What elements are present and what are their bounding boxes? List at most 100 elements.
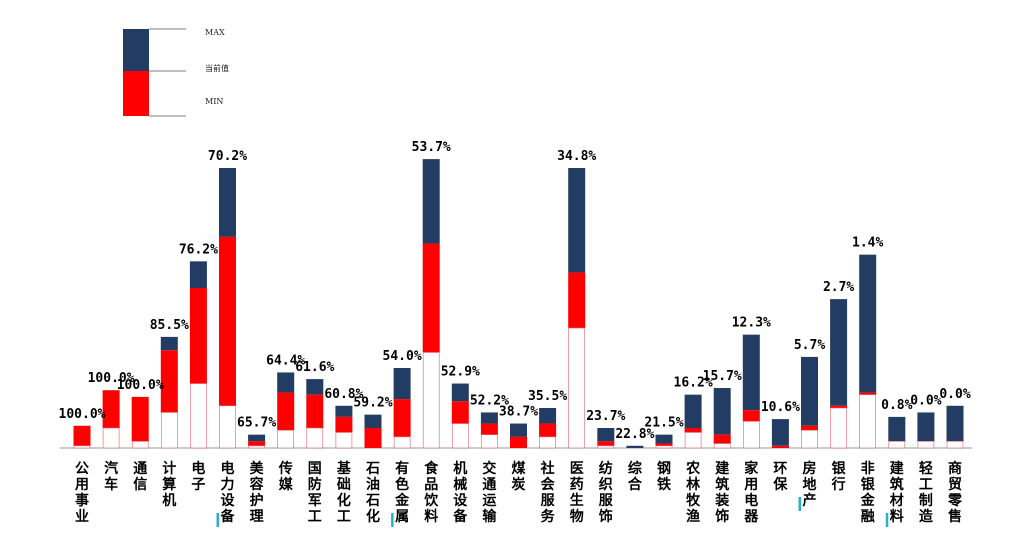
percentile-label: 5.7% [794,338,825,353]
category-label: 社会服务 [540,460,556,525]
bar-current-segment [277,392,295,431]
highlight-marker [885,513,889,527]
percentile-label: 61.6% [295,360,334,375]
bar-max-segment [248,434,266,442]
bar-max-segment [917,412,935,442]
percentile-label: 52.9% [441,365,480,380]
bar-min-segment [161,412,178,449]
bar-group-11 [393,368,411,449]
category-label: 通信 [133,461,147,493]
bar-min-segment [801,429,818,449]
bar-group-20 [655,434,673,449]
bar-group-19 [626,445,644,448]
bar-min-segment [306,427,324,449]
percentile-label: 0.0% [910,393,941,408]
bar-current-segment [597,441,615,446]
bar-group-5 [219,168,236,449]
bar-current-segment [131,396,149,442]
bar-min-segment [248,445,265,449]
bar-max-segment [422,159,440,244]
bar-min-segment [102,427,120,449]
category-label: 纺织服饰 [599,460,614,525]
category-label: 煤炭 [512,460,527,493]
bar-max-segment [946,405,964,442]
bar-group-1 [102,390,120,449]
category-label: 美容护理 [249,460,265,525]
bar-current-segment [655,443,673,446]
bar-group-27 [859,254,877,449]
category-label: 房地产 [803,460,817,509]
bar-current-segment [801,425,818,431]
category-label: 机械设备 [452,460,468,525]
bar-max-segment [306,379,324,395]
bar-min-segment [713,443,731,449]
percentile-label: 65.7% [237,416,276,431]
category-label: 医药生物 [570,461,584,525]
bar-min-segment [335,432,353,449]
bar-max-segment [568,168,586,273]
bar-group-10 [364,414,382,448]
bars-layer [73,159,964,449]
bar-max-segment [160,336,178,351]
bar-min-segment [131,441,149,449]
bar-current-segment [219,236,236,406]
category-label: 计算机 [162,460,176,509]
bar-group-23 [742,334,760,449]
category-label: 传媒 [278,460,294,493]
bar-current-segment [160,350,178,413]
bar-max-segment [277,372,295,393]
bar-current-segment [306,394,324,428]
highlight-marker [391,513,394,527]
percentile-label: 12.3% [732,316,771,331]
bar-max-segment [771,419,789,446]
bar-current-segment [568,272,586,328]
category-label: 交通运输 [482,460,497,525]
bar-min-segment [451,423,469,449]
category-label: 国防军工 [308,461,322,525]
bar-current-segment [73,425,91,446]
bar-group-18 [597,428,615,449]
bar-group-8 [306,379,324,449]
legend-label-current: 当前值 [205,63,229,73]
percentile-label: 16.2% [674,376,713,391]
bar-max-segment [510,423,527,437]
bar-current-segment [480,423,498,435]
highlight-marker [216,513,219,527]
bar-group-30 [946,405,964,449]
bar-current-segment [248,441,266,446]
bar-current-segment [859,392,877,395]
bar-min-segment [190,383,207,449]
bar-max-segment [655,434,673,444]
bar-max-segment [626,445,644,448]
percentile-label: 23.7% [586,409,625,424]
bar-current-segment [539,423,557,437]
bar-group-24 [771,419,789,448]
legend-swatch-current [123,71,149,116]
percentile-label: 21.5% [644,416,683,431]
bar-min-segment [655,445,673,449]
category-label: 商贸零售 [947,460,963,525]
legend-label-max: MAX [205,28,225,37]
bar-min-segment [393,436,411,449]
bar-group-0 [73,425,91,449]
bar-max-segment [189,261,207,288]
bar-max-segment [219,168,236,237]
percentile-label: 53.7% [412,140,451,155]
category-label: 公用事业 [75,461,89,525]
bar-min-segment [422,352,440,449]
bar-current-segment [422,243,440,353]
percentile-label: 1.4% [852,236,883,251]
percentile-label: 100.0% [59,407,106,422]
category-label: 家用电器 [743,460,759,525]
bar-group-21 [684,394,702,449]
highlight-marker [798,497,801,511]
bar-current-segment [742,410,760,422]
category-label: 电力设备 [220,460,236,525]
bar-min-segment [73,445,91,449]
bar-max-segment [451,383,469,402]
bar-current-segment [684,428,702,433]
bar-current-segment [510,436,527,448]
bar-group-4 [189,261,207,449]
percentile-label: 2.7% [823,280,854,295]
bar-current-segment [451,401,469,424]
